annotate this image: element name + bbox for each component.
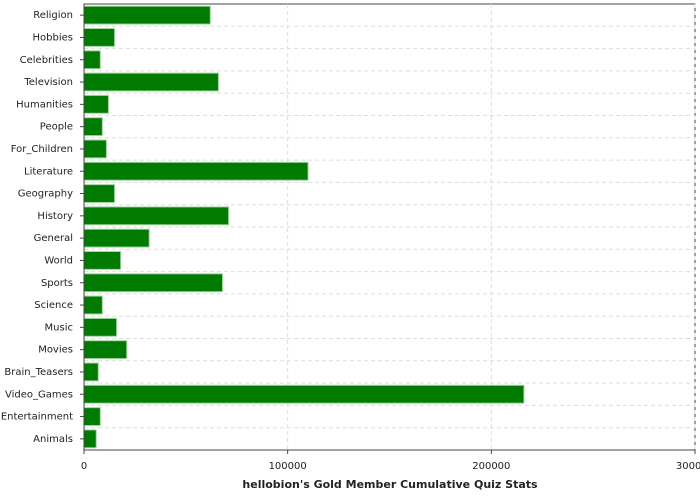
x-axis-title: hellobion's Gold Member Cumulative Quiz … (242, 478, 538, 491)
bar (83, 295, 103, 315)
bar (83, 384, 525, 404)
bar (83, 251, 122, 270)
x-tick-label: 200000 (472, 461, 510, 472)
y-tick-label: Sports (41, 278, 73, 289)
y-tick-label: For_Children (11, 144, 73, 155)
y-tick-label: Humanities (16, 99, 73, 110)
bar (83, 206, 230, 226)
y-tick-label: Animals (33, 434, 73, 445)
y-tick-label: Brain_Teasers (4, 367, 73, 378)
bar (83, 340, 128, 360)
bar (83, 28, 116, 47)
bar (83, 5, 211, 25)
bar (83, 317, 118, 337)
y-tick-label: Television (23, 77, 73, 88)
y-tick-label: World (44, 255, 73, 266)
bar (83, 94, 109, 114)
y-tick-label: Religion (33, 10, 73, 21)
x-tick-label: 0 (81, 461, 87, 472)
bar (83, 407, 101, 426)
y-tick-label: Music (45, 322, 73, 333)
y-tick-label: People (40, 122, 73, 133)
y-tick-label: Hobbies (33, 32, 73, 43)
y-tick-label: Geography (18, 189, 73, 200)
y-tick-label: Movies (38, 345, 73, 356)
x-tick-label: 300000 (676, 461, 700, 472)
y-tick-label: General (34, 233, 73, 244)
x-tick-label: 100000 (269, 461, 307, 472)
y-tick-label: History (37, 211, 73, 222)
y-tick-label: Literature (24, 166, 73, 177)
bar (83, 429, 97, 449)
bar (83, 50, 101, 70)
bar (83, 273, 223, 293)
y-tick-label: Science (34, 300, 73, 311)
bar (83, 161, 309, 181)
bar (83, 184, 116, 203)
bar (83, 228, 150, 248)
bar (83, 72, 219, 92)
bar (83, 362, 99, 382)
y-tick-label: Entertainment (1, 412, 73, 423)
bar (83, 117, 103, 137)
y-tick-label: Video_Games (5, 389, 73, 400)
bar (83, 139, 107, 159)
y-tick-label: Celebrities (20, 55, 73, 66)
